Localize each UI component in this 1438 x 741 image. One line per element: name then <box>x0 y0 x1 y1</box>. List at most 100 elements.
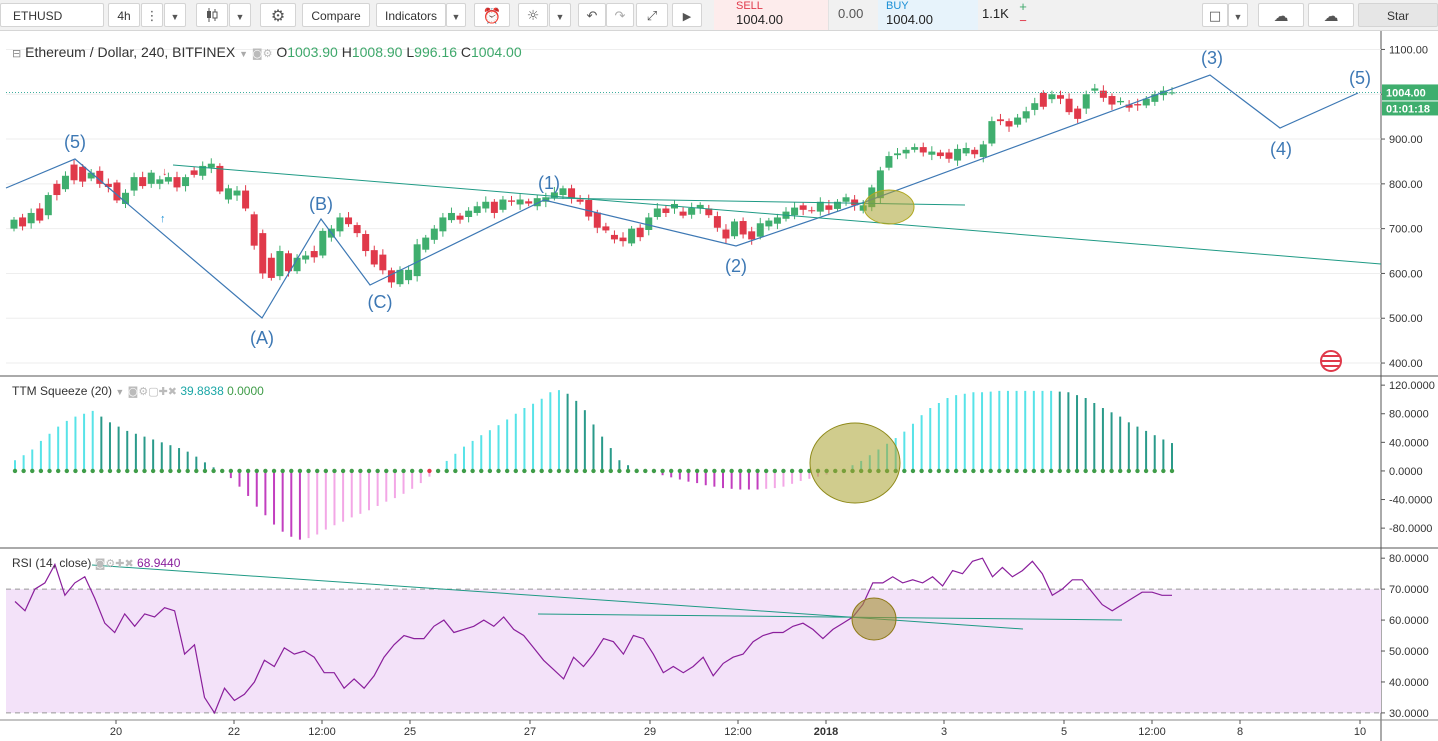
squeeze-dot <box>1109 468 1114 474</box>
fullscreen-button[interactable]: ⤢ <box>636 3 668 27</box>
settings-button[interactable]: ⚙ <box>260 3 296 27</box>
chevron-down-icon[interactable]: ▼ <box>115 387 125 397</box>
squeeze-dot <box>902 468 907 474</box>
indicators-dropdown-button[interactable]: ▼ <box>446 3 466 27</box>
flag-logo-icon <box>1320 350 1342 372</box>
vertical-dots-icon: ⋮ <box>145 9 159 24</box>
chevron-down-icon: ▼ <box>555 12 565 22</box>
play-icon: ▶ <box>682 10 692 23</box>
ttm-legend: TTM Squeeze (20) ▼ ◙⚙▢✚✖ 39.8838 0.0000 <box>12 384 264 398</box>
candle-body <box>773 217 781 224</box>
candle-body <box>310 251 318 258</box>
squeeze-dot <box>634 468 639 474</box>
ideas-button[interactable]: ☼ <box>518 3 548 27</box>
wave-label: (5) <box>64 132 86 152</box>
wave-label: (A) <box>250 328 274 348</box>
replay-button[interactable]: ▶ <box>672 3 702 27</box>
candle-body <box>387 270 395 283</box>
squeeze-dot <box>496 468 501 474</box>
interval-dropdown-button[interactable]: ▼ <box>164 3 186 27</box>
star-button[interactable]: Star <box>1358 3 1438 27</box>
time-tick-label: 2018 <box>814 726 838 738</box>
open-value: 1003.90 <box>287 44 338 60</box>
candle-body <box>104 183 112 187</box>
squeeze-dot <box>591 468 596 474</box>
candle-body <box>894 153 902 156</box>
chevron-down-icon: ▼ <box>451 12 461 22</box>
squeeze-dot <box>703 468 708 474</box>
squeeze-dot <box>202 468 208 474</box>
compare-button[interactable]: Compare <box>302 3 370 27</box>
time-tick-label: 8 <box>1237 726 1243 738</box>
candle-body <box>267 257 275 278</box>
time-tick-label: 25 <box>404 726 416 738</box>
candle-body <box>173 177 181 188</box>
gear-icon: ⚙ <box>270 6 286 25</box>
squeeze-dot <box>237 468 242 474</box>
squeeze-dot <box>781 468 786 474</box>
squeeze-dot <box>125 468 130 474</box>
interval-button[interactable]: 4h <box>108 3 140 27</box>
ideas-dropdown-button[interactable]: ▼ <box>549 3 571 27</box>
collapse-icon[interactable]: ⊟ <box>12 47 22 60</box>
candle-body <box>851 199 859 206</box>
chart-type-button[interactable] <box>196 3 228 27</box>
squeeze-dot <box>444 468 449 474</box>
quantity-minus-button[interactable]: − <box>1019 13 1027 28</box>
wave-label: (3) <box>1201 48 1223 68</box>
squeeze-dot <box>435 468 441 474</box>
squeeze-dot <box>64 468 70 474</box>
time-tick-label: 3 <box>941 726 947 738</box>
squeeze-dot <box>789 468 795 474</box>
squeeze-dot <box>694 468 700 474</box>
layout-dropdown-button[interactable]: ▼ <box>1228 3 1248 27</box>
alert-button[interactable]: ⏰ <box>474 3 510 27</box>
quantity-stepper[interactable]: + − <box>1016 0 1030 30</box>
squeeze-dot <box>763 468 769 474</box>
chevron-down-icon[interactable]: ▼ <box>239 49 249 59</box>
squeeze-dot <box>142 468 147 474</box>
candle-body <box>430 228 438 240</box>
indicators-button[interactable]: Indicators <box>376 3 446 27</box>
redo-button[interactable]: ↷ <box>606 3 634 27</box>
candle-body <box>928 151 936 155</box>
squeeze-dot <box>306 468 311 474</box>
layout-button[interactable]: □ <box>1202 3 1228 27</box>
symbol-search-input[interactable]: ETHUSD <box>0 3 104 27</box>
chart-type-dropdown-button[interactable]: ▼ <box>229 3 251 27</box>
candle-body <box>1142 98 1150 106</box>
compare-label: Compare <box>311 9 361 23</box>
rsi-legend: RSI (14, close) ◙⚙✚✖ 68.9440 <box>12 556 180 570</box>
rsi-chart <box>6 557 1381 715</box>
chevron-down-icon: ▼ <box>170 12 180 22</box>
candle-body <box>490 201 498 213</box>
candle-body <box>705 208 713 216</box>
quantity-plus-button[interactable]: + <box>1019 0 1027 14</box>
squeeze-dot <box>677 468 683 474</box>
ttm-controls-icon[interactable]: ◙⚙▢✚✖ <box>127 385 178 398</box>
candle-body <box>585 199 593 217</box>
save-chart-button[interactable]: ☁ <box>1308 3 1354 27</box>
interval-more-button[interactable]: ⋮ <box>141 3 163 27</box>
undo-button[interactable]: ↶ <box>578 3 606 27</box>
squeeze-dot <box>1092 468 1097 474</box>
load-chart-button[interactable]: ☁ <box>1258 3 1304 27</box>
squeeze-tick-label: -80.0000 <box>1389 523 1432 535</box>
rsi-controls-icon[interactable]: ◙⚙✚✖ <box>94 557 134 570</box>
buy-button[interactable]: BUY 1004.00 <box>878 0 978 30</box>
series-settings-icon[interactable]: ◙⚙ <box>251 47 273 60</box>
squeeze-dot <box>349 468 354 474</box>
squeeze-dot <box>90 468 95 474</box>
candle-body <box>53 183 61 196</box>
squeeze-dot <box>73 468 78 474</box>
squeeze-dot <box>1066 468 1071 474</box>
candle-body <box>919 147 927 153</box>
candle-body <box>619 237 627 242</box>
squeeze-dot <box>1023 468 1028 474</box>
sell-button[interactable]: SELL 1004.00 <box>714 0 829 30</box>
candle-body <box>859 205 867 211</box>
undo-icon: ↶ <box>586 9 598 24</box>
candle-body <box>525 201 533 204</box>
squeeze-dot <box>746 468 752 474</box>
